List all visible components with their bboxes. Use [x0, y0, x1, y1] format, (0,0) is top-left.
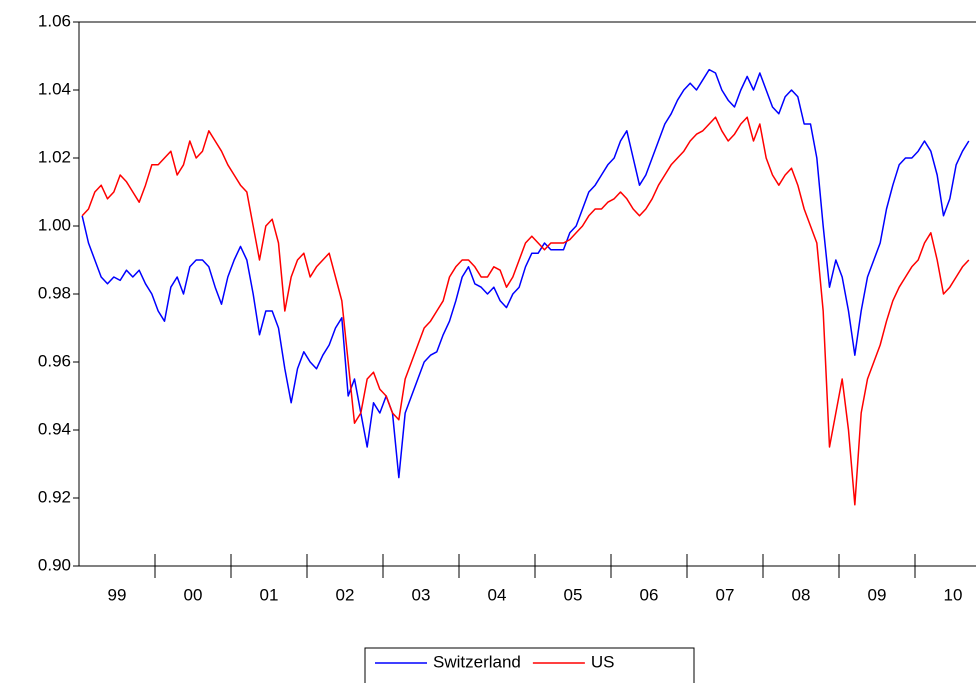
x-tick-label: 04	[488, 585, 507, 604]
y-tick-label: 1.06	[38, 11, 71, 30]
y-tick-label: 0.98	[38, 283, 71, 302]
series-line	[81, 116, 970, 506]
x-tick-label: 01	[260, 585, 279, 604]
x-tick-label: 02	[336, 585, 355, 604]
y-tick-label: 0.94	[38, 419, 71, 438]
y-tick-label: 1.04	[38, 79, 71, 98]
plot-area	[81, 68, 970, 506]
legend-box	[364, 647, 695, 683]
x-tick-label: 09	[868, 585, 887, 604]
x-tick-label: 06	[640, 585, 659, 604]
x-tick-label: 05	[564, 585, 583, 604]
plot-frame	[78, 21, 976, 567]
y-tick-label: 1.00	[38, 215, 71, 234]
legend-label: Switzerland	[433, 652, 521, 671]
x-tick-label: 10	[944, 585, 963, 604]
y-tick-label: 1.02	[38, 147, 71, 166]
y-tick-label: 0.90	[38, 555, 71, 574]
legend-label: US	[591, 652, 615, 671]
series-line	[81, 68, 970, 479]
y-tick-label: 0.92	[38, 487, 71, 506]
x-tick-label: 08	[792, 585, 811, 604]
x-tick-label: 03	[412, 585, 431, 604]
x-tick-label: 07	[716, 585, 735, 604]
x-tick-label: 00	[184, 585, 203, 604]
y-tick-label: 0.96	[38, 351, 71, 370]
x-tick-label: 99	[108, 585, 127, 604]
